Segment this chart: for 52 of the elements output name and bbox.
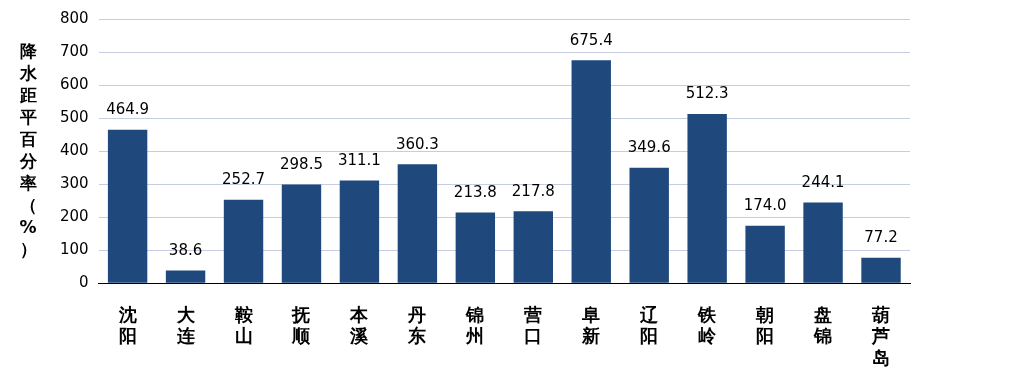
data-label: 213.8 <box>453 182 497 201</box>
y-tick-label: 800 <box>59 8 89 27</box>
x-tick-label: 抚顺 <box>291 304 312 347</box>
data-label: 675.4 <box>569 30 613 49</box>
bar <box>107 129 148 283</box>
bar <box>687 114 727 283</box>
data-label: 77.2 <box>864 228 898 247</box>
x-tick-label: 营口 <box>523 304 543 347</box>
x-tick-label: 朝阳 <box>755 304 775 347</box>
data-label: 298.5 <box>280 155 323 174</box>
bar <box>281 184 322 283</box>
bar <box>165 270 206 283</box>
data-label: 464.9 <box>106 100 150 119</box>
y-tick-label: 500 <box>59 107 89 126</box>
bar <box>745 225 785 283</box>
bar <box>513 211 553 283</box>
x-tick-label: 盘锦 <box>813 304 833 347</box>
y-tick-label: 400 <box>59 140 89 159</box>
x-tick-label: 葫芦岛 <box>871 304 891 368</box>
y-tick-label: 300 <box>59 174 89 193</box>
x-tick-label: 鞍山 <box>233 304 253 347</box>
y-tick-label: 700 <box>59 41 89 60</box>
data-label: 252.7 <box>222 170 265 189</box>
text: 降水距平百分率（%） <box>19 41 37 259</box>
data-label: 512.3 <box>685 84 729 103</box>
y-tick-label: 200 <box>59 207 89 226</box>
x-tick-label: 铁岭 <box>697 304 718 347</box>
data-label: 174.0 <box>743 196 787 215</box>
bar <box>223 199 264 283</box>
x-tick-label: 辽阳 <box>639 304 660 347</box>
data-label: 311.1 <box>337 150 381 169</box>
x-tick-label: 阜新 <box>581 304 601 347</box>
y-tick-label: 600 <box>59 74 89 93</box>
bar <box>571 60 611 283</box>
bar <box>861 257 901 283</box>
x-tick-label: 沈阳 <box>117 304 137 347</box>
x-tick-label: 本溪 <box>349 304 370 347</box>
y-tick-label: 100 <box>59 240 89 259</box>
bar <box>803 202 843 283</box>
bar <box>455 212 496 283</box>
y-tick-label: 0 <box>79 273 89 292</box>
x-tick-label: 大连 <box>175 304 196 347</box>
bar <box>629 167 669 283</box>
x-tick-label: 锦州 <box>465 304 485 347</box>
data-label: 360.3 <box>395 134 439 153</box>
bar <box>397 164 438 283</box>
data-label: 38.6 <box>168 240 203 259</box>
bar <box>339 180 380 283</box>
data-label: 244.1 <box>801 172 845 191</box>
data-label: 217.8 <box>511 181 555 200</box>
x-tick-label: 丹东 <box>407 304 427 347</box>
data-label: 349.6 <box>627 138 671 157</box>
